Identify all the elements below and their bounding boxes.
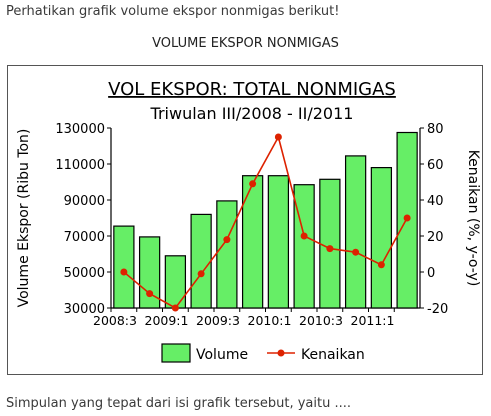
chart-subtitle: Triwulan III/2008 - II/2011 xyxy=(150,104,354,123)
kenaikan-point xyxy=(403,214,411,222)
y2-tick-label: 40 xyxy=(427,194,444,209)
y-axis-title: Volume Ekspor (Ribu Ton) xyxy=(16,129,32,308)
x-tick-label: 2011:1 xyxy=(351,313,395,328)
volume-bar xyxy=(216,200,238,309)
y-tick-label: 90000 xyxy=(64,194,105,209)
y2-tick-label: 20 xyxy=(427,230,444,245)
kenaikan-point xyxy=(223,236,231,244)
volume-bar xyxy=(370,166,393,309)
kenaikan-point xyxy=(352,248,360,256)
y2-tick-label: 60 xyxy=(427,158,444,173)
kenaikan-point xyxy=(146,290,154,298)
x-tick-label: 2008:3 xyxy=(93,313,137,328)
x-tick-label: 2009:1 xyxy=(145,313,189,328)
x-tick-label: 2009:3 xyxy=(196,313,240,328)
y-tick-label: 70000 xyxy=(64,230,105,245)
volume-bar xyxy=(241,175,264,309)
volume-bar xyxy=(267,175,290,309)
y2-axis-title: Kenaikan (%, y-o-y) xyxy=(465,150,481,287)
legend-kenaikan-label: Kenaikan xyxy=(301,347,365,363)
chart-title: VOL EKSPOR: TOTAL NONMIGAS xyxy=(108,79,396,100)
kenaikan-line xyxy=(123,134,408,310)
kenaikan-point xyxy=(171,304,179,312)
kenaikan-point xyxy=(377,261,385,269)
export-volume-chart: VOL EKSPOR: TOTAL NONMIGAS Triwulan III/… xyxy=(7,65,483,375)
kenaikan-point xyxy=(300,232,308,240)
kenaikan-point xyxy=(249,180,257,188)
volume-bar xyxy=(113,225,135,309)
plot-area: 130000 110000 90000 70000 50000 30000 80 60 40 20… xyxy=(16,122,481,363)
chart-heading: VOLUME EKSPOR NONMIGAS xyxy=(152,36,339,51)
volume-bar xyxy=(319,178,341,309)
legend-volume-label: Volume xyxy=(196,347,248,363)
y-tick-label: 130000 xyxy=(55,122,105,137)
volume-bar xyxy=(190,213,212,309)
question-intro: Perhatikan grafik volume ekspor nonmigas… xyxy=(6,4,340,19)
question-prompt: Simpulan yang tepat dari isi grafik ters… xyxy=(6,396,351,411)
kenaikan-point xyxy=(274,133,282,141)
kenaikan-point xyxy=(326,245,334,253)
legend-volume-swatch xyxy=(161,343,191,363)
y2-tick-label: 80 xyxy=(427,122,444,137)
y-tick-label: 110000 xyxy=(55,158,105,173)
y2-tick-label: -20 xyxy=(427,302,448,317)
volume-bar xyxy=(344,155,367,309)
x-tick-label: 2010:1 xyxy=(248,313,292,328)
y-tick-label: 50000 xyxy=(64,266,105,281)
y-tick-label: 30000 xyxy=(64,302,105,317)
y2-tick-label: 0 xyxy=(427,266,435,281)
kenaikan-point xyxy=(197,270,205,278)
volume-bar xyxy=(293,184,315,309)
volume-bar xyxy=(164,255,187,309)
legend-kenaikan-marker xyxy=(277,349,285,357)
kenaikan-point xyxy=(120,268,128,276)
x-tick-label: 2010:3 xyxy=(299,313,343,328)
